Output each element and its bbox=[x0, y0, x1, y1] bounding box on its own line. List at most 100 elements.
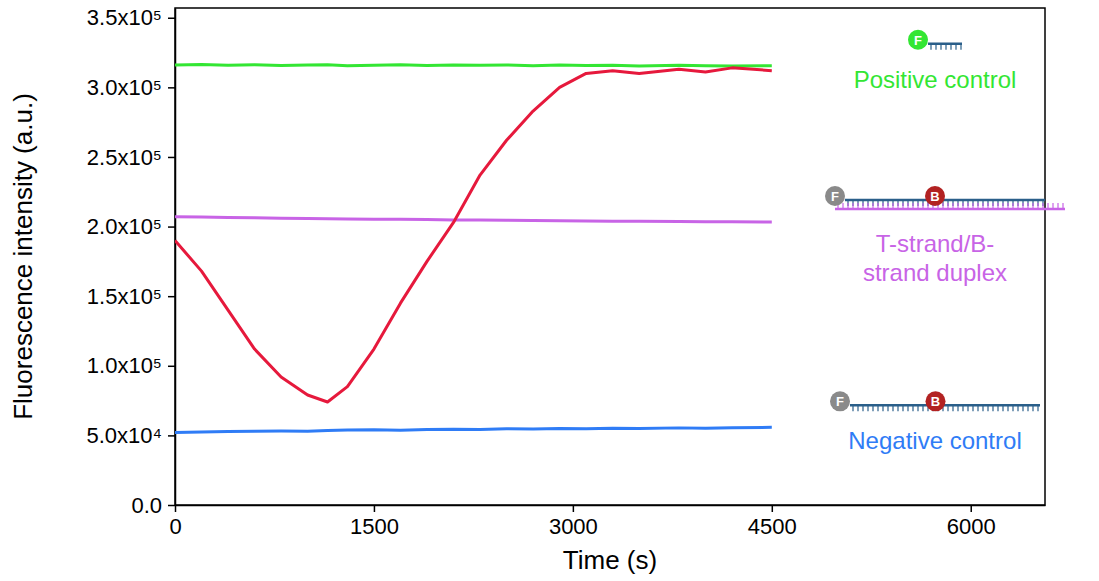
x-tick-label: 3000 bbox=[549, 514, 598, 539]
icon-base bbox=[902, 203, 903, 209]
y-tick-mark bbox=[168, 226, 175, 228]
icon-base bbox=[957, 203, 958, 209]
icon-base bbox=[1012, 405, 1013, 411]
icon-strand bbox=[835, 208, 1065, 211]
y-axis-title: Fluorescence intensity (a.u.) bbox=[8, 93, 38, 420]
icon-label: B bbox=[931, 394, 940, 409]
series-line bbox=[175, 427, 772, 432]
icon-label: F bbox=[914, 33, 922, 48]
series-labels: FPositive controlFBT-strand/B-strand dup… bbox=[825, 30, 1065, 455]
icon-base bbox=[977, 203, 978, 209]
icon-quencher bbox=[926, 391, 946, 411]
icon-base bbox=[1022, 203, 1023, 209]
icon-base bbox=[872, 203, 873, 209]
icon-base bbox=[1007, 203, 1008, 209]
icon-base bbox=[947, 203, 948, 209]
x-tick-mark bbox=[970, 505, 972, 512]
icon-base bbox=[962, 405, 963, 411]
y-tick: 5.0x10⁴ bbox=[86, 423, 175, 448]
icon-base bbox=[992, 405, 993, 411]
icon-base bbox=[912, 405, 913, 411]
y-tick-mark bbox=[168, 435, 175, 437]
x-tick: 4500 bbox=[748, 505, 797, 539]
icon-base bbox=[977, 405, 978, 411]
plot-frame bbox=[175, 8, 1045, 505]
icon-base bbox=[892, 405, 893, 411]
chart: 015003000450060000.05.0x10⁴1.0x10⁵1.5x10… bbox=[0, 0, 1099, 581]
icon-base bbox=[1057, 203, 1058, 209]
strand-icon: F bbox=[908, 30, 962, 50]
icon-base bbox=[967, 203, 968, 209]
icon-base bbox=[992, 203, 993, 209]
y-tick-mark bbox=[168, 366, 175, 368]
y-tick: 3.5x10⁵ bbox=[87, 5, 175, 30]
icon-base bbox=[930, 44, 931, 50]
x-tick-label: 1500 bbox=[350, 514, 399, 539]
y-tick-label: 5.0x10⁴ bbox=[86, 423, 162, 448]
icon-fluorophore bbox=[830, 391, 850, 411]
y-tick-mark bbox=[168, 505, 175, 507]
icon-base bbox=[927, 203, 928, 209]
icon-base bbox=[987, 203, 988, 209]
icon-base bbox=[922, 405, 923, 411]
icon-base bbox=[940, 44, 941, 50]
icon-base bbox=[1007, 405, 1008, 411]
icon-base bbox=[1032, 405, 1033, 411]
icon-base bbox=[960, 44, 961, 50]
icon-base bbox=[857, 203, 858, 209]
icon-base bbox=[942, 203, 943, 209]
y-tick: 1.0x10⁵ bbox=[87, 353, 175, 378]
x-tick: 6000 bbox=[947, 505, 996, 539]
icon-base bbox=[955, 44, 956, 50]
series-label-line: T-strand/B- bbox=[876, 230, 995, 257]
y-tick: 2.5x10⁵ bbox=[87, 145, 175, 170]
lines bbox=[175, 64, 772, 432]
y-tick: 3.0x10⁵ bbox=[87, 75, 175, 100]
icon-base bbox=[957, 405, 958, 411]
series-label-line: Positive control bbox=[854, 66, 1017, 93]
series-line bbox=[175, 64, 772, 66]
icon-base bbox=[882, 203, 883, 209]
y-tick-label: 3.5x10⁵ bbox=[87, 5, 162, 30]
series-label-group: F Positive control bbox=[854, 30, 1017, 93]
y-tick: 0.0 bbox=[131, 493, 175, 518]
icon-base bbox=[1027, 405, 1028, 411]
icon-label: F bbox=[831, 189, 839, 204]
strand-icon: FB bbox=[830, 391, 1040, 411]
icon-base bbox=[872, 405, 873, 411]
icon-base bbox=[907, 203, 908, 209]
icon-base bbox=[982, 405, 983, 411]
icon-base bbox=[917, 405, 918, 411]
icon-base bbox=[852, 203, 853, 209]
icon-strand bbox=[928, 43, 962, 46]
icon-base bbox=[972, 405, 973, 411]
series-label: Negative control bbox=[848, 427, 1021, 454]
icon-base bbox=[922, 203, 923, 209]
x-tick-mark bbox=[374, 505, 376, 512]
x-tick-mark bbox=[573, 505, 575, 512]
y-tick-mark bbox=[168, 296, 175, 298]
icon-label: F bbox=[836, 394, 844, 409]
icon-base bbox=[987, 405, 988, 411]
icon-base bbox=[862, 203, 863, 209]
icon-base bbox=[982, 203, 983, 209]
icon-base bbox=[1032, 203, 1033, 209]
x-axis: 01500300045006000 bbox=[169, 505, 1045, 539]
y-axis: 0.05.0x10⁴1.0x10⁵1.5x10⁵2.0x10⁵2.5x10⁵3.… bbox=[86, 5, 175, 517]
y-tick: 2.0x10⁵ bbox=[87, 214, 175, 239]
icon-base bbox=[967, 405, 968, 411]
icon-fluorophore bbox=[908, 30, 928, 50]
x-axis-title: Time (s) bbox=[563, 545, 657, 575]
icon-base bbox=[887, 405, 888, 411]
icon-base bbox=[842, 203, 843, 209]
series-label-group: FBNegative control bbox=[830, 391, 1040, 454]
icon-base bbox=[917, 203, 918, 209]
icon-base bbox=[892, 203, 893, 209]
icon-base bbox=[902, 405, 903, 411]
icon-label: B bbox=[930, 189, 939, 204]
icon-base bbox=[847, 203, 848, 209]
icon-base bbox=[1027, 203, 1028, 209]
icon-base bbox=[897, 203, 898, 209]
icon-base bbox=[862, 405, 863, 411]
icon-base bbox=[997, 405, 998, 411]
